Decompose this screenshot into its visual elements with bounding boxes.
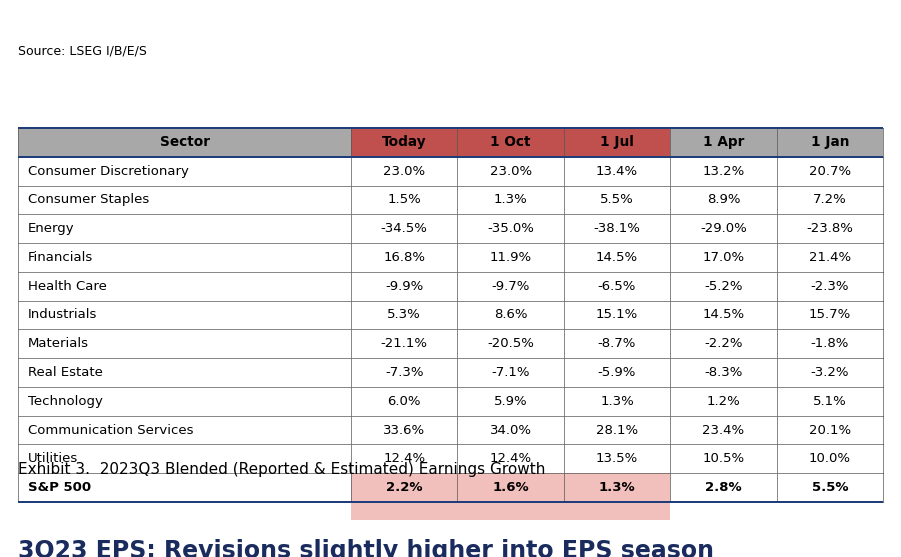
Text: 13.2%: 13.2% bbox=[702, 165, 744, 178]
Text: -7.1%: -7.1% bbox=[491, 366, 530, 379]
Text: 15.1%: 15.1% bbox=[596, 309, 638, 321]
Text: 1 Jul: 1 Jul bbox=[600, 135, 634, 149]
Text: 13.4%: 13.4% bbox=[596, 165, 638, 178]
Text: 3Q23 EPS: Revisions slightly higher into EPS season: 3Q23 EPS: Revisions slightly higher into… bbox=[18, 539, 714, 557]
Text: -35.0%: -35.0% bbox=[487, 222, 534, 235]
Text: 1 Jan: 1 Jan bbox=[811, 135, 849, 149]
Text: 20.7%: 20.7% bbox=[809, 165, 851, 178]
Text: 13.5%: 13.5% bbox=[596, 452, 638, 465]
Text: Real Estate: Real Estate bbox=[28, 366, 103, 379]
Text: S&P 500: S&P 500 bbox=[28, 481, 91, 494]
Text: -5.2%: -5.2% bbox=[705, 280, 742, 293]
Text: 14.5%: 14.5% bbox=[596, 251, 638, 264]
Text: -8.7%: -8.7% bbox=[598, 338, 636, 350]
Text: -2.2%: -2.2% bbox=[705, 338, 742, 350]
Text: -9.9%: -9.9% bbox=[385, 280, 423, 293]
Text: -20.5%: -20.5% bbox=[487, 338, 534, 350]
Text: -3.2%: -3.2% bbox=[811, 366, 849, 379]
Text: Technology: Technology bbox=[28, 395, 103, 408]
Text: 23.0%: 23.0% bbox=[383, 165, 425, 178]
Text: 1.3%: 1.3% bbox=[494, 193, 527, 207]
Text: Financials: Financials bbox=[28, 251, 93, 264]
Text: Source: LSEG I/B/E/S: Source: LSEG I/B/E/S bbox=[18, 45, 147, 58]
Text: 28.1%: 28.1% bbox=[596, 423, 638, 437]
Text: Consumer Staples: Consumer Staples bbox=[28, 193, 150, 207]
Text: 1.3%: 1.3% bbox=[600, 395, 634, 408]
Text: 7.2%: 7.2% bbox=[813, 193, 847, 207]
Text: -34.5%: -34.5% bbox=[381, 222, 428, 235]
Text: Consumer Discretionary: Consumer Discretionary bbox=[28, 165, 189, 178]
Text: -7.3%: -7.3% bbox=[385, 366, 423, 379]
Text: -21.1%: -21.1% bbox=[381, 338, 428, 350]
Text: Health Care: Health Care bbox=[28, 280, 107, 293]
Text: -6.5%: -6.5% bbox=[598, 280, 636, 293]
Text: 8.9%: 8.9% bbox=[706, 193, 740, 207]
Text: 15.7%: 15.7% bbox=[809, 309, 851, 321]
Text: 5.3%: 5.3% bbox=[387, 309, 421, 321]
Text: 21.4%: 21.4% bbox=[809, 251, 851, 264]
Text: 6.0%: 6.0% bbox=[387, 395, 421, 408]
Text: 11.9%: 11.9% bbox=[489, 251, 532, 264]
Text: 1 Apr: 1 Apr bbox=[703, 135, 744, 149]
Text: 23.0%: 23.0% bbox=[489, 165, 532, 178]
Text: 33.6%: 33.6% bbox=[383, 423, 425, 437]
Text: 5.5%: 5.5% bbox=[812, 481, 848, 494]
Text: 2.2%: 2.2% bbox=[386, 481, 423, 494]
Text: -5.9%: -5.9% bbox=[598, 366, 636, 379]
Text: 1 Oct: 1 Oct bbox=[490, 135, 531, 149]
Text: Today: Today bbox=[382, 135, 426, 149]
Text: 5.5%: 5.5% bbox=[600, 193, 634, 207]
Text: 1.6%: 1.6% bbox=[492, 481, 529, 494]
Text: Utilities: Utilities bbox=[28, 452, 78, 465]
Text: Exhibit 3.  2023Q3 Blended (Reported & Estimated) Earnings Growth: Exhibit 3. 2023Q3 Blended (Reported & Es… bbox=[18, 462, 545, 477]
Text: 8.6%: 8.6% bbox=[494, 309, 527, 321]
Text: -38.1%: -38.1% bbox=[594, 222, 641, 235]
Text: 10.0%: 10.0% bbox=[809, 452, 851, 465]
Text: -9.7%: -9.7% bbox=[491, 280, 530, 293]
Text: Communication Services: Communication Services bbox=[28, 423, 194, 437]
Text: 20.1%: 20.1% bbox=[809, 423, 851, 437]
Text: 34.0%: 34.0% bbox=[489, 423, 532, 437]
Text: 16.8%: 16.8% bbox=[383, 251, 425, 264]
Text: 1.2%: 1.2% bbox=[706, 395, 741, 408]
Text: 12.4%: 12.4% bbox=[489, 452, 532, 465]
Text: 17.0%: 17.0% bbox=[703, 251, 744, 264]
Text: 1.3%: 1.3% bbox=[598, 481, 635, 494]
Text: 1.5%: 1.5% bbox=[387, 193, 421, 207]
Text: -29.0%: -29.0% bbox=[700, 222, 747, 235]
Text: -8.3%: -8.3% bbox=[705, 366, 742, 379]
Text: -2.3%: -2.3% bbox=[811, 280, 849, 293]
Text: Sector: Sector bbox=[159, 135, 210, 149]
Text: 2.8%: 2.8% bbox=[705, 481, 742, 494]
Text: -23.8%: -23.8% bbox=[806, 222, 853, 235]
Text: Energy: Energy bbox=[28, 222, 75, 235]
Text: 5.1%: 5.1% bbox=[813, 395, 847, 408]
Text: 10.5%: 10.5% bbox=[703, 452, 744, 465]
Text: -1.8%: -1.8% bbox=[811, 338, 849, 350]
Text: 23.4%: 23.4% bbox=[703, 423, 744, 437]
Text: Industrials: Industrials bbox=[28, 309, 97, 321]
Text: 14.5%: 14.5% bbox=[703, 309, 744, 321]
Text: Materials: Materials bbox=[28, 338, 89, 350]
Text: 5.9%: 5.9% bbox=[494, 395, 527, 408]
Text: 12.4%: 12.4% bbox=[383, 452, 425, 465]
